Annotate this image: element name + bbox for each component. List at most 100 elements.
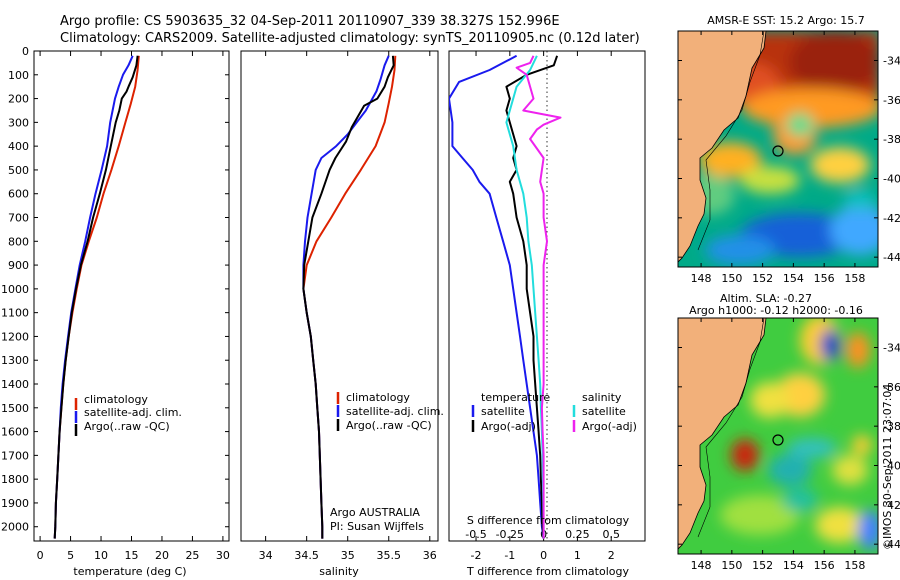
sst-map: AMSR-E SST: 15.2 Argo: 15.7 — [677, 14, 900, 285]
salinity-axes-frame — [240, 50, 439, 542]
map-x-tick-label: 148 — [691, 272, 712, 285]
x-tick-label: -1 — [504, 549, 515, 562]
map-y-tick-label: -40 — [883, 460, 900, 473]
map-x-tick-label: 156 — [814, 559, 835, 572]
y-tick-label: 1000 — [1, 283, 29, 296]
sla-field — [720, 318, 878, 550]
sla-map-frame — [677, 317, 879, 555]
x-tick-label: 5 — [67, 549, 74, 562]
x-tick-label: -2 — [471, 549, 482, 562]
x-tick-label: 15 — [125, 549, 139, 562]
map-y-tick-label: -34 — [883, 55, 900, 68]
x-tick-label: 20 — [155, 549, 169, 562]
y-tick-label: 600 — [8, 188, 29, 201]
y-tick-label: 900 — [8, 259, 29, 272]
map-y-tick-label: -42 — [883, 212, 900, 225]
legend-title-salinity: salinity — [582, 391, 622, 404]
map-x-tick-label: 150 — [721, 272, 742, 285]
y-tick-label: 1500 — [1, 402, 29, 415]
x-tick-label: 36 — [423, 549, 437, 562]
map-x-tick-label: 154 — [783, 272, 804, 285]
y-tick-label: 500 — [8, 164, 29, 177]
y-tick-label: 700 — [8, 212, 29, 225]
y-tick-label: 200 — [8, 93, 29, 106]
y-tick-label: 1200 — [1, 330, 29, 343]
y-tick-label: 1100 — [1, 307, 29, 320]
sla-map: Altim. SLA: -0.27 Argo h1000: -0.12 h200… — [677, 292, 900, 572]
map-y-tick-label: -36 — [883, 381, 900, 394]
x-tick-label: 35 — [341, 549, 355, 562]
y-tick-label: 0 — [22, 45, 29, 58]
map-x-tick-label: 154 — [783, 559, 804, 572]
y-tick-label: 2000 — [1, 521, 29, 534]
series-line-t-satellite — [449, 54, 545, 539]
sla-isobath — [697, 318, 765, 538]
legend-label: Argo(..raw -QC) — [84, 420, 170, 433]
series-line-s-argo — [515, 55, 562, 539]
series-line-argo — [53, 55, 139, 539]
sla-argo-marker — [772, 434, 784, 446]
map-x-tick-label: 148 — [691, 559, 712, 572]
legend-label: climatology — [84, 393, 148, 406]
x-tick-label: 2 — [608, 549, 615, 562]
temperature-panel: 0100200300400500600700800900100011001200… — [1, 45, 645, 578]
sst-isobath — [697, 31, 765, 251]
sla-map-title-2: Argo h1000: -0.12 h2000: -0.16 — [689, 304, 863, 317]
legend-label: satellite-adj. clim. — [84, 406, 182, 419]
map-y-tick-label: -44 — [883, 251, 900, 264]
y-tick-label: 1600 — [1, 426, 29, 439]
difference-legend: temperature satellite Argo(-adj) salinit… — [471, 391, 637, 433]
series-line-argo — [302, 55, 395, 539]
temperature-x-label: temperature (deg C) — [73, 565, 186, 578]
series-line-t-argo — [505, 55, 559, 539]
map-y-tick-label: -38 — [883, 420, 900, 433]
y-tick-label: 1700 — [1, 449, 29, 462]
y-tick-label: 400 — [8, 140, 29, 153]
annotation-argo-australia: Argo AUSTRALIA — [330, 506, 420, 519]
salinity-panel: 34 34.5 35 35.5 36 climatology satellite-adj… — [240, 50, 444, 578]
s-tick-label: 0.5 — [602, 528, 620, 541]
map-x-tick-label: 158 — [844, 559, 865, 572]
imos-credit: ©IMOS 30-Sep-2011 23:07:04 — [881, 384, 894, 550]
salinity-x-label: salinity — [319, 565, 359, 578]
sst-map-frame — [677, 30, 879, 268]
x-tick-label: 25 — [185, 549, 199, 562]
temperature-legend: climatology satellite-adj. clim. Argo(..… — [74, 393, 182, 436]
salinity-x-axis: 34 34.5 35 35.5 36 — [259, 51, 437, 562]
salinity-legend: climatology satellite-adj. clim. Argo(..… — [336, 391, 444, 432]
legend-title-temperature: temperature — [481, 391, 550, 404]
legend-label: climatology — [346, 391, 410, 404]
y-tick-label: 1400 — [1, 378, 29, 391]
sla-land — [678, 318, 767, 550]
t-difference-label: T difference from climatology — [466, 565, 629, 578]
sla-map-title-1: Altim. SLA: -0.27 — [720, 292, 812, 305]
x-tick-label: 35.5 — [377, 549, 402, 562]
x-tick-label: 1 — [574, 549, 581, 562]
legend-label: satellite-adj. clim. — [346, 405, 444, 418]
s-tick-label: 0.25 — [565, 528, 590, 541]
y-tick-label: 1800 — [1, 473, 29, 486]
difference-axes-frame — [448, 50, 646, 542]
map-x-tick-label: 156 — [814, 272, 835, 285]
x-tick-label: 0 — [540, 549, 547, 562]
s-difference-label: S difference from climatology — [467, 514, 630, 527]
y-tick-label: 100 — [8, 69, 29, 82]
x-tick-label: 0 — [37, 549, 44, 562]
s-tick-label: -0.5 — [465, 528, 486, 541]
header-line-1: Argo profile: CS 5903635_32 04-Sep-2011 … — [60, 14, 560, 29]
map-y-tick-label: -36 — [883, 94, 900, 107]
sst-field — [685, 31, 878, 265]
map-y-tick-label: -38 — [883, 133, 900, 146]
annotation-pi: PI: Susan Wijffels — [330, 520, 424, 533]
map-y-tick-label: -42 — [883, 499, 900, 512]
map-y-tick-label: -44 — [883, 538, 900, 551]
map-x-tick-label: 158 — [844, 272, 865, 285]
map-x-tick-label: 152 — [752, 272, 773, 285]
temperature-x-axis: 0 5 10 15 20 25 30 — [37, 51, 230, 562]
legend-label: satellite — [582, 405, 626, 418]
temperature-axes-frame — [33, 50, 230, 542]
legend-label: Argo(-adj) — [582, 420, 637, 433]
map-x-tick-label: 150 — [721, 559, 742, 572]
x-tick-label: 10 — [94, 549, 108, 562]
